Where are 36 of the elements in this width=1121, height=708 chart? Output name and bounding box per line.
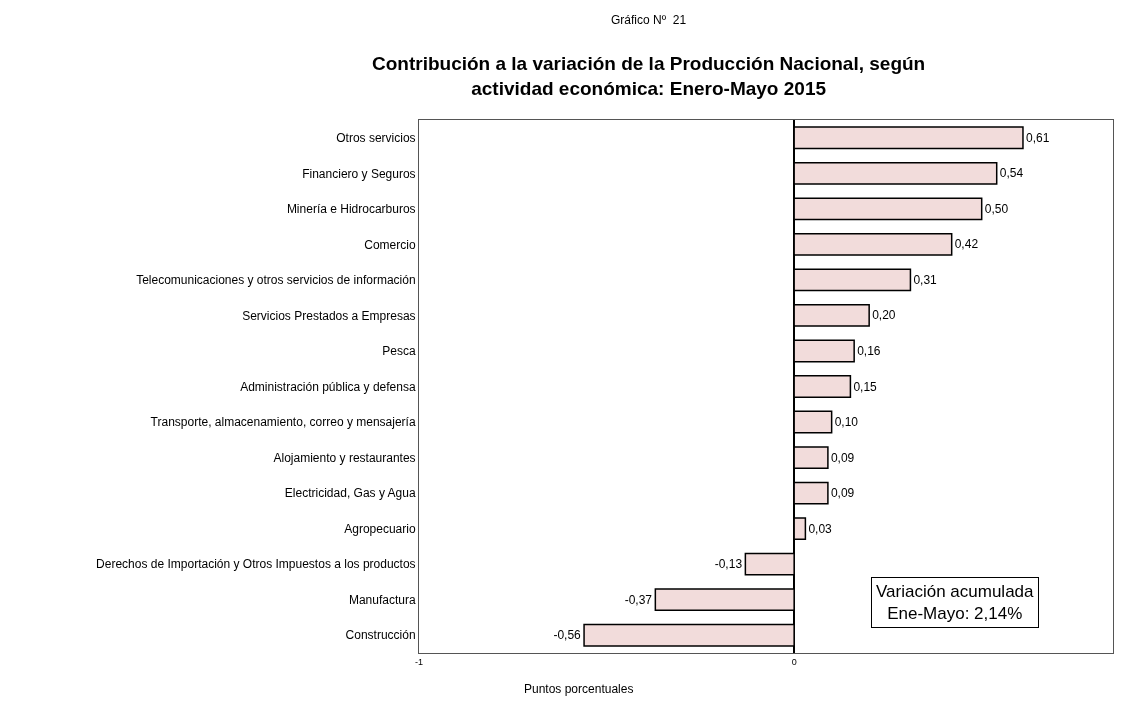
data-label: 0,20 — [872, 308, 896, 323]
y-tick-label: Pesca — [382, 344, 416, 359]
x-tick-label: -1 — [414, 656, 424, 667]
chart-subtitle: Gráfico Nº 21 — [611, 13, 687, 27]
data-label: 0,31 — [913, 272, 938, 287]
data-label: 0,15 — [853, 379, 878, 394]
y-tick-label: Transporte, almacenamiento, correo y mensajería — [150, 415, 416, 430]
data-label: 0,09 — [830, 450, 855, 465]
y-tick-label: Telecomunicaciones y otros servicios de información — [136, 273, 416, 288]
y-tick-label: Financiero y Seguros — [302, 166, 416, 181]
y-tick-label: Derechos de Importación y Otros Impuestos a los productos — [96, 557, 416, 572]
y-tick-label: Alojamiento y restaurantes — [273, 450, 416, 465]
chart-title: Contribución a la variación de la Producción Nacional, según actividad económica: Enero-Mayo 2015 — [372, 53, 926, 99]
y-tick-label: Construcción — [345, 628, 416, 643]
y-tick-label: Electricidad, Gas y Agua — [284, 486, 416, 501]
y-tick-label: Minería e Hidrocarburos — [286, 202, 416, 217]
y-tick-label: Servicios Prestados a Empresas — [242, 308, 416, 323]
data-label: 0,09 — [830, 486, 855, 501]
data-label: -0,37 — [624, 592, 653, 607]
y-tick-label: Comercio — [364, 237, 416, 252]
data-label: 0,42 — [954, 237, 979, 252]
y-tick-label: Agropecuario — [344, 521, 416, 536]
data-label: -0,56 — [553, 628, 582, 643]
data-label: -0,13 — [714, 557, 743, 572]
data-label: 0,03 — [808, 521, 833, 536]
y-tick-label: Administración pública y defensa — [240, 379, 416, 394]
x-tick-label: 0 — [791, 656, 797, 667]
data-label: 0,10 — [834, 415, 859, 430]
annotation: Variación acumulada Ene-Mayo: 2,14% — [876, 582, 1035, 624]
data-label: 0,61 — [1025, 130, 1050, 145]
data-label: 0,16 — [857, 343, 881, 358]
y-tick-label: Otros servicios — [336, 130, 416, 145]
data-label: 0,54 — [999, 166, 1024, 181]
y-tick-label: Manufactura — [348, 592, 416, 607]
data-label: 0,50 — [984, 201, 1009, 216]
x-axis-title: Puntos porcentuales — [524, 682, 634, 696]
